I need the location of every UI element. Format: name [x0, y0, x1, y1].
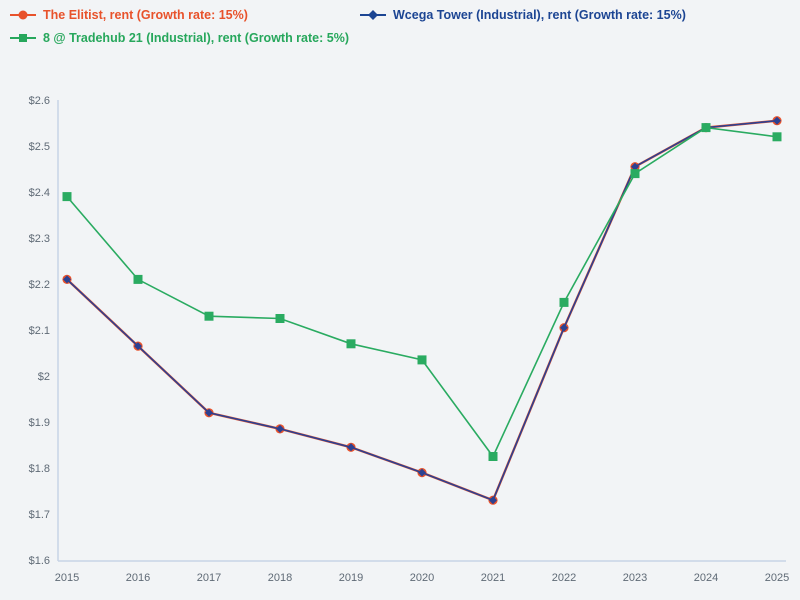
x-tick-label: 2022: [552, 572, 576, 584]
legend-label: Wcega Tower (Industrial), rent (Growth r…: [393, 8, 686, 22]
series-line-the-elitist: [66, 119, 778, 502]
legend-item-wcega-tower[interactable]: Wcega Tower (Industrial), rent (Growth r…: [360, 8, 686, 22]
legend-label: 8 @ Tradehub 21 (Industrial), rent (Grow…: [43, 31, 349, 45]
legend-item-the-elitist[interactable]: The Elitist, rent (Growth rate: 15%): [10, 8, 248, 22]
y-tick-label: $2.1: [29, 325, 50, 337]
y-tick-label: $2.4: [29, 187, 50, 199]
line-diamond-marker-icon: [360, 9, 386, 21]
series-line-8-at-tradehub-21: [66, 126, 778, 459]
data-point-8-at-tradehub-21-2017[interactable]: [204, 311, 214, 321]
x-tick-label: 2018: [268, 572, 292, 584]
x-tick-label: 2025: [765, 572, 789, 584]
x-tick-label: 2024: [694, 572, 718, 584]
x-tick-label: 2021: [481, 572, 505, 584]
x-tick-label: 2019: [339, 572, 363, 584]
series-line-wcega-tower: [66, 119, 778, 502]
data-point-wcega-tower-2016[interactable]: [134, 342, 142, 351]
y-tick-label: $1.7: [29, 509, 50, 521]
data-point-wcega-tower-2023[interactable]: [631, 162, 639, 171]
data-point-8-at-tradehub-21-2021[interactable]: [488, 452, 498, 461]
y-tick-label: $2.3: [29, 233, 50, 245]
data-point-wcega-tower-2025[interactable]: [773, 116, 781, 125]
data-point-8-at-tradehub-21-2024[interactable]: [701, 123, 711, 133]
data-point-8-at-tradehub-21-2025[interactable]: [772, 132, 782, 142]
x-tick-label: 2015: [55, 572, 79, 584]
y-tick-label: $1.6: [29, 555, 50, 567]
legend-item-8-at-tradehub-21[interactable]: 8 @ Tradehub 21 (Industrial), rent (Grow…: [10, 31, 349, 45]
line-square-marker-icon: [10, 32, 36, 44]
y-tick-label: $2.5: [29, 141, 50, 153]
y-tick-label: $1.8: [29, 463, 50, 475]
y-tick-label: $1.9: [29, 417, 50, 429]
x-tick-label: 2023: [623, 572, 647, 584]
data-point-wcega-tower-2020[interactable]: [418, 468, 426, 477]
data-point-8-at-tradehub-21-2023[interactable]: [630, 169, 640, 179]
data-point-8-at-tradehub-21-2020[interactable]: [417, 355, 427, 365]
data-point-8-at-tradehub-21-2019[interactable]: [346, 339, 356, 349]
data-point-wcega-tower-2019[interactable]: [347, 443, 355, 452]
data-point-wcega-tower-2018[interactable]: [276, 424, 284, 433]
data-point-wcega-tower-2017[interactable]: [205, 408, 213, 417]
line-circle-marker-icon: [10, 9, 36, 21]
chart-legend: The Elitist, rent (Growth rate: 15%) Wce…: [0, 0, 800, 52]
data-point-8-at-tradehub-21-2022[interactable]: [559, 297, 569, 307]
legend-label: The Elitist, rent (Growth rate: 15%): [43, 8, 248, 22]
x-tick-label: 2020: [410, 572, 434, 584]
x-tick-label: 2017: [197, 572, 221, 584]
y-tick-label: $2: [38, 371, 50, 383]
data-point-8-at-tradehub-21-2016[interactable]: [133, 274, 143, 284]
x-tick-label: 2016: [126, 572, 150, 584]
data-point-wcega-tower-2015[interactable]: [63, 275, 71, 284]
data-point-wcega-tower-2021[interactable]: [489, 496, 497, 505]
data-point-8-at-tradehub-21-2018[interactable]: [275, 314, 285, 323]
data-point-8-at-tradehub-21-2015[interactable]: [62, 192, 72, 202]
y-tick-label: $2.6: [29, 95, 50, 107]
y-tick-label: $2.2: [29, 279, 50, 291]
data-point-wcega-tower-2022[interactable]: [560, 323, 568, 332]
